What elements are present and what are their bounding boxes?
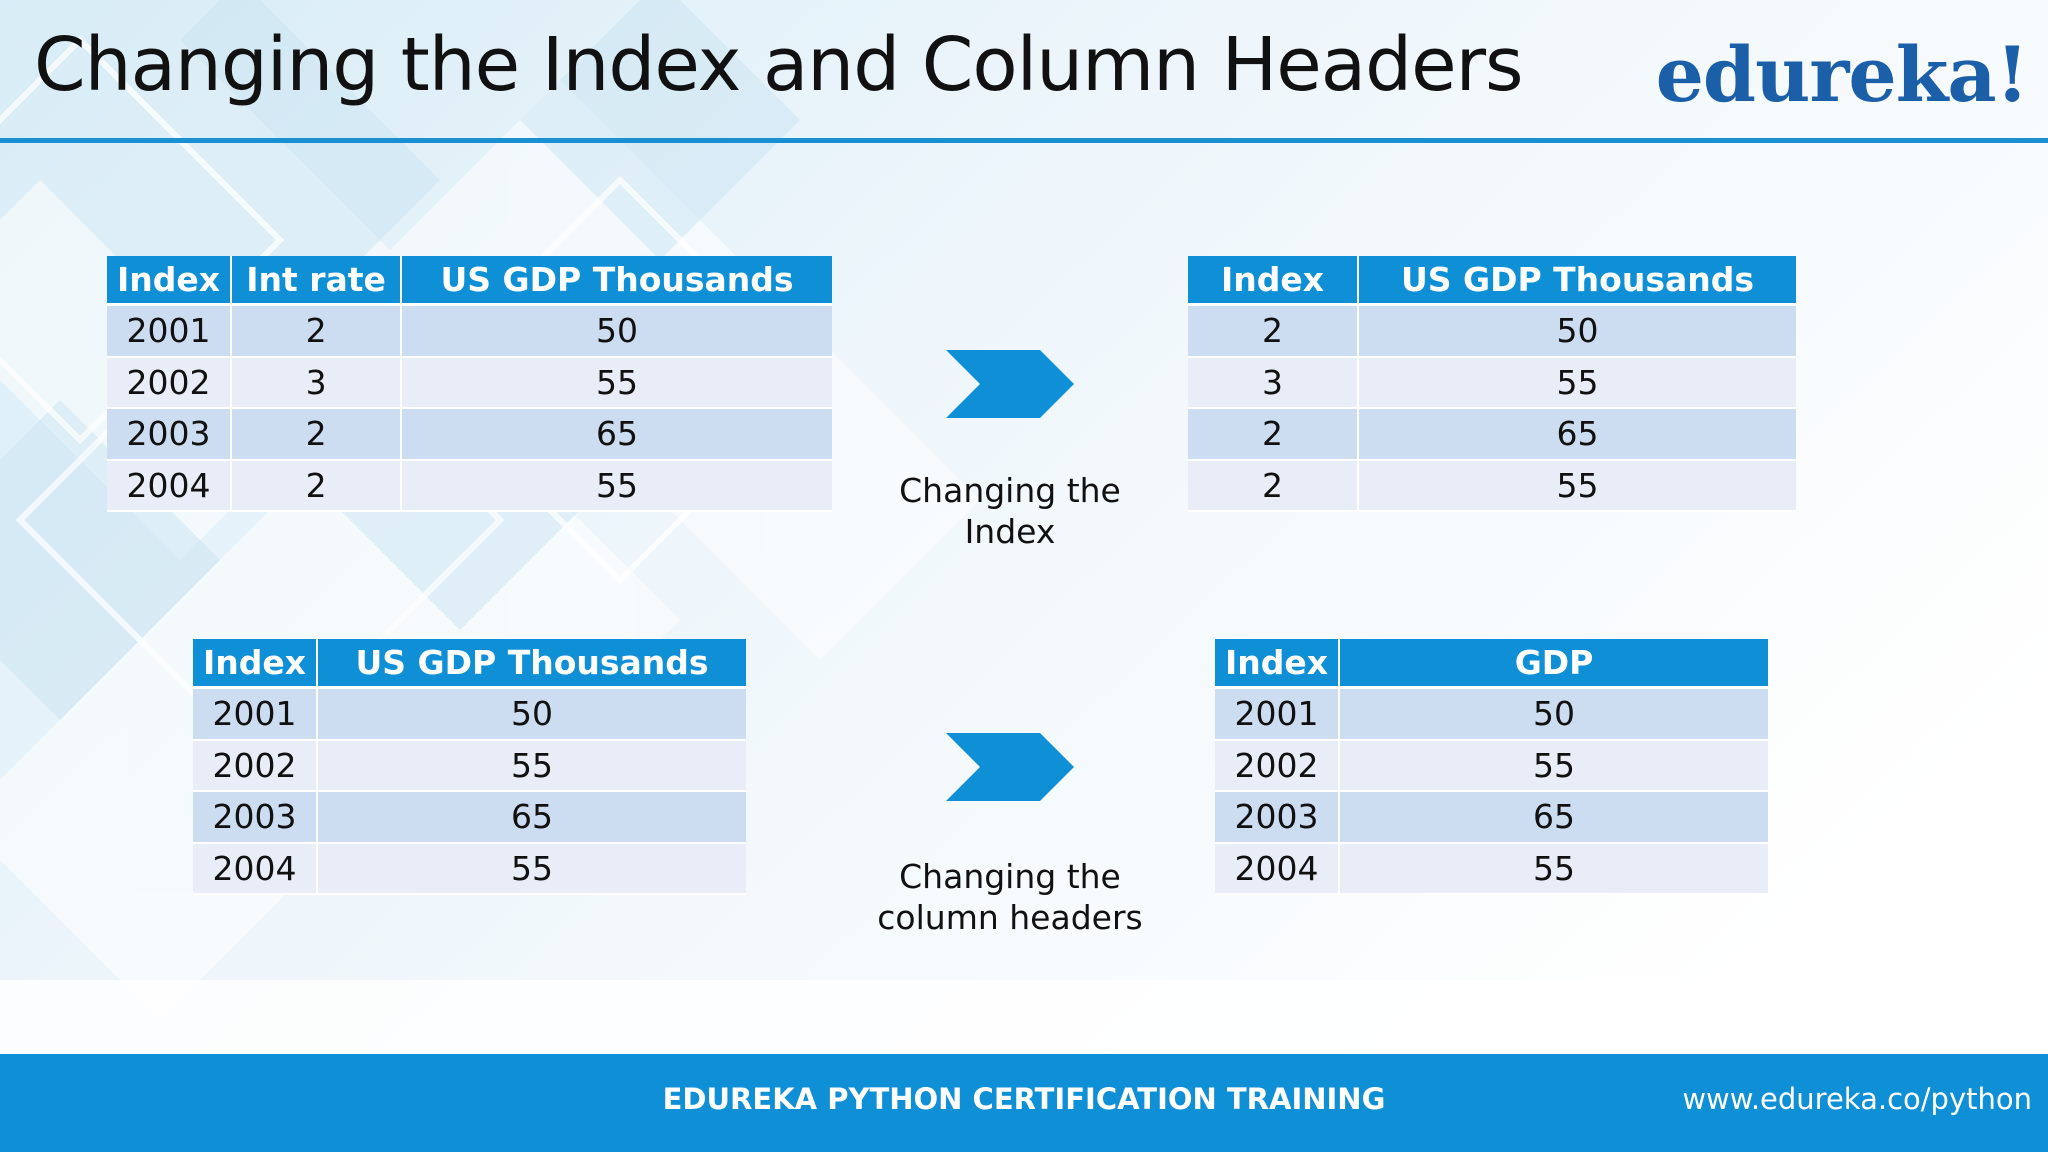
column-header: Int rate [232, 256, 403, 306]
table-header-row: Index GDP [1215, 639, 1768, 689]
column-header: Index [1215, 639, 1341, 689]
page-title: Changing the Index and Column Headers [34, 22, 1524, 108]
column-header: Index [193, 639, 319, 689]
table-cell: 50 [402, 306, 832, 358]
table-cell: 2 [232, 306, 403, 358]
table-row: 2003 2 65 [107, 409, 832, 461]
table-cell: 2 [232, 460, 403, 512]
title-divider [0, 138, 2048, 143]
table-header-row: Index Int rate US GDP Thousands [107, 256, 832, 306]
table-row: 2003 65 [1215, 792, 1768, 844]
column-header: Index [1188, 256, 1359, 306]
table-cell: 2001 [107, 306, 233, 358]
table-row: 2 55 [1188, 460, 1796, 512]
table-cell: 2001 [193, 689, 319, 741]
table-cell: 55 [1359, 460, 1796, 512]
footer-url-link[interactable]: www.edureka.co/python [1682, 1082, 2032, 1116]
table-cell: 55 [1340, 843, 1768, 895]
table-row: 2003 65 [193, 792, 746, 844]
table-cell: 2004 [193, 843, 319, 895]
footer-course-title: EDUREKA PYTHON CERTIFICATION TRAINING [662, 1082, 1386, 1116]
footer-bar: EDUREKA PYTHON CERTIFICATION TRAINING ww… [0, 1054, 2048, 1152]
table-cell: 55 [402, 357, 832, 409]
table-cell: 2 [232, 409, 403, 461]
table-row: 2 50 [1188, 306, 1796, 358]
table-cell: 50 [1359, 306, 1796, 358]
table-cell: 3 [232, 357, 403, 409]
transition-caption-index: Changing the Index [899, 471, 1121, 551]
table-cell: 55 [402, 460, 832, 512]
table-row: 2002 55 [193, 740, 746, 792]
table-row: 3 55 [1188, 357, 1796, 409]
table-cell: 65 [402, 409, 832, 461]
chevron-arrow-icon [946, 733, 1074, 801]
table-row: 2004 2 55 [107, 460, 832, 512]
chevron-arrow-icon [946, 350, 1074, 418]
table-index-changed: Index US GDP Thousands 2 50 3 55 2 65 2 … [1188, 256, 1796, 512]
table-row: 2001 50 [1215, 689, 1768, 741]
table-original: Index Int rate US GDP Thousands 2001 2 5… [107, 256, 832, 512]
table-cell: 50 [318, 689, 746, 741]
caption-line: Changing the [899, 857, 1121, 896]
table-row: 2 65 [1188, 409, 1796, 461]
table-cell: 50 [1340, 689, 1768, 741]
column-header: US GDP Thousands [318, 639, 746, 689]
table-cell: 2 [1188, 409, 1359, 461]
table-cell: 2002 [107, 357, 233, 409]
table-cell: 65 [1359, 409, 1796, 461]
table-cell: 2003 [193, 792, 319, 844]
table-cell: 55 [318, 740, 746, 792]
table-cell: 2003 [1215, 792, 1341, 844]
table-cell: 65 [1340, 792, 1768, 844]
table-row: 2002 3 55 [107, 357, 832, 409]
table-cell: 2 [1188, 306, 1359, 358]
table-cell: 55 [1340, 740, 1768, 792]
edureka-logo: edureka! [1655, 30, 2029, 119]
table-cell: 2004 [1215, 843, 1341, 895]
table-row: 2002 55 [1215, 740, 1768, 792]
table-cell: 65 [318, 792, 746, 844]
column-header: Index [107, 256, 233, 306]
table-row: 2004 55 [193, 843, 746, 895]
table-cell: 3 [1188, 357, 1359, 409]
table-cell: 2 [1188, 460, 1359, 512]
column-header: US GDP Thousands [1359, 256, 1796, 306]
column-header: US GDP Thousands [402, 256, 832, 306]
table-cell: 2004 [107, 460, 233, 512]
caption-line: column headers [877, 898, 1143, 937]
table-cell: 2001 [1215, 689, 1341, 741]
table-cell: 2002 [1215, 740, 1341, 792]
table-cell: 55 [318, 843, 746, 895]
table-row: 2001 50 [193, 689, 746, 741]
table-after-rename: Index GDP 2001 50 2002 55 2003 65 2004 5… [1215, 639, 1768, 895]
column-header: GDP [1340, 639, 1768, 689]
table-row: 2001 2 50 [107, 306, 832, 358]
table-cell: 2002 [193, 740, 319, 792]
table-header-row: Index US GDP Thousands [193, 639, 746, 689]
table-cell: 55 [1359, 357, 1796, 409]
transition-caption-columns: Changing the column headers [850, 856, 1170, 938]
table-header-row: Index US GDP Thousands [1188, 256, 1796, 306]
table-cell: 2003 [107, 409, 233, 461]
table-row: 2004 55 [1215, 843, 1768, 895]
table-before-rename: Index US GDP Thousands 2001 50 2002 55 2… [193, 639, 746, 895]
